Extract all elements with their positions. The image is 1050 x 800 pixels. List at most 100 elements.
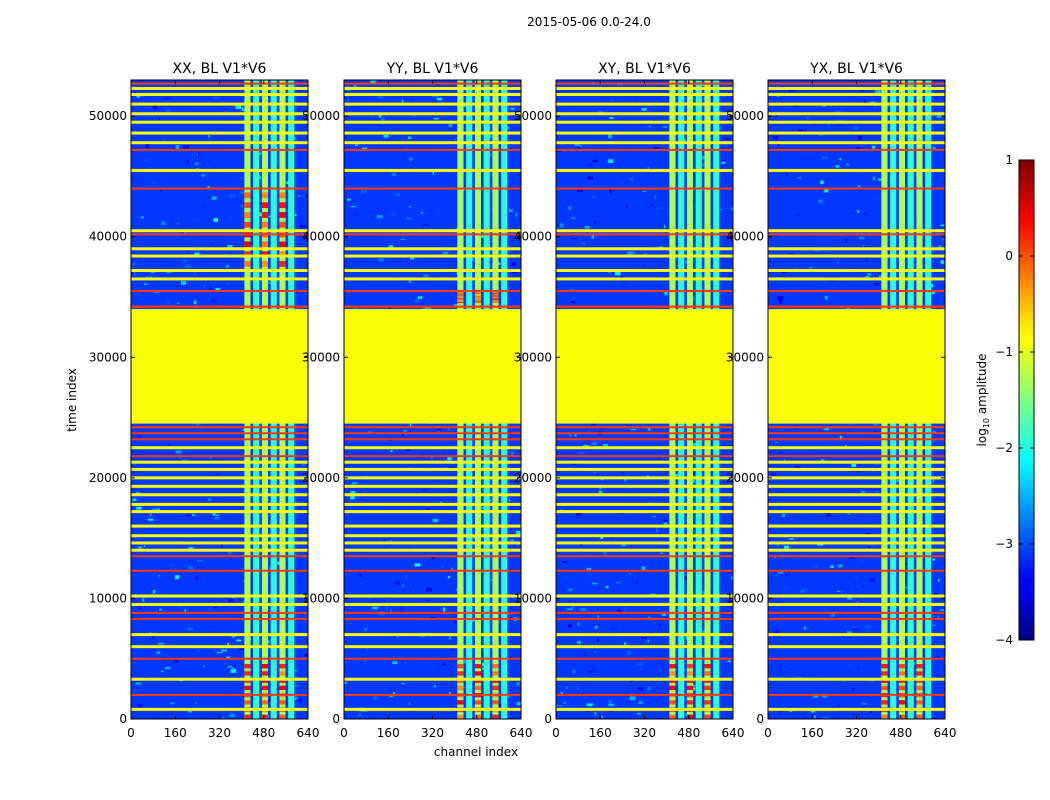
noise-speck <box>815 565 817 568</box>
noise-speck <box>610 142 615 146</box>
flag-row <box>768 541 945 545</box>
flag-row <box>768 102 945 106</box>
noise-speck <box>647 686 651 691</box>
noise-speck <box>602 714 609 716</box>
noise-speck <box>165 301 170 305</box>
noise-speck <box>941 237 945 241</box>
hot-patch <box>457 291 464 293</box>
noise-speck <box>276 483 281 485</box>
noise-speck <box>788 89 795 92</box>
noise-speck <box>936 556 942 559</box>
noise-speck <box>432 171 435 175</box>
noise-speck <box>180 297 185 301</box>
hot-patch <box>492 296 499 298</box>
noise-speck <box>513 249 519 252</box>
noise-speck <box>875 159 877 164</box>
flag-row-hot <box>556 693 733 696</box>
flag-row-hot <box>768 438 945 441</box>
heatmap-image <box>556 80 733 719</box>
noise-speck <box>208 134 210 138</box>
noise-speck <box>169 452 175 455</box>
flag-row <box>131 548 308 552</box>
flag-row <box>344 86 521 90</box>
noise-speck <box>516 682 520 686</box>
noise-speck <box>932 478 935 483</box>
noise-speck <box>448 691 451 696</box>
flag-row <box>556 677 733 681</box>
flag-row-hot <box>131 438 308 441</box>
noise-speck <box>629 696 636 701</box>
noise-speck <box>859 575 863 579</box>
flag-row <box>344 247 521 251</box>
y-tick-label: 40000 <box>726 230 764 244</box>
noise-speck <box>778 710 783 713</box>
noise-speck <box>452 495 454 500</box>
noise-speck <box>857 135 862 140</box>
noise-speck <box>664 519 668 523</box>
noise-speck <box>811 240 816 243</box>
x-tick-label: 320 <box>421 726 444 740</box>
flag-row <box>556 534 733 538</box>
noise-speck <box>700 156 706 160</box>
noise-speck <box>176 223 180 225</box>
noise-speck <box>826 105 831 107</box>
flag-row <box>344 548 521 552</box>
flag-row <box>131 247 308 251</box>
noise-speck <box>647 715 649 719</box>
noise-speck <box>395 581 401 585</box>
flag-row <box>556 168 733 172</box>
flag-row-hot <box>556 569 733 572</box>
noise-speck <box>863 212 868 215</box>
flag-row-hot <box>131 432 308 435</box>
noise-speck <box>236 218 242 222</box>
noise-speck <box>346 97 349 101</box>
noise-speck <box>404 146 409 149</box>
noise-speck <box>152 589 155 594</box>
noise-speck <box>608 159 614 164</box>
flag-row <box>131 707 308 711</box>
noise-speck <box>512 544 516 546</box>
noise-speck <box>301 194 305 197</box>
noise-speck <box>796 551 801 553</box>
noise-speck <box>813 715 816 719</box>
flag-row <box>131 467 308 471</box>
noise-speck <box>164 667 171 669</box>
hot-patch <box>261 202 269 209</box>
noise-speck <box>572 670 576 674</box>
flag-row <box>344 633 521 637</box>
noise-speck <box>661 613 666 616</box>
flag-row-hot <box>131 233 308 236</box>
noise-speck <box>151 182 157 184</box>
noise-speck <box>592 159 598 162</box>
x-tick-label: 160 <box>589 726 612 740</box>
hot-patch <box>492 294 499 296</box>
noise-speck <box>506 628 512 631</box>
noise-speck <box>268 467 271 469</box>
flag-row-hot <box>768 569 945 572</box>
noise-speck <box>478 506 484 510</box>
hot-patch <box>881 700 888 705</box>
x-tick-label: 320 <box>633 726 656 740</box>
flag-row <box>556 476 733 480</box>
noise-speck <box>473 681 475 685</box>
noise-speck <box>401 682 405 685</box>
colorbar-tick-label: −2 <box>995 441 1013 455</box>
noise-speck <box>857 470 860 473</box>
noise-speck <box>378 258 385 262</box>
noise-speck <box>618 513 624 515</box>
flag-row <box>344 541 521 545</box>
flag-row <box>344 229 521 233</box>
noise-speck <box>856 666 860 669</box>
noise-speck <box>454 138 456 141</box>
noise-speck <box>431 557 435 560</box>
noise-speck <box>401 584 405 588</box>
noise-speck <box>594 221 597 224</box>
noise-speck <box>364 627 367 631</box>
noise-speck <box>647 639 649 643</box>
noise-speck <box>453 620 457 624</box>
y-tick-label: 10000 <box>302 591 340 605</box>
flag-row-hot <box>344 657 521 660</box>
noise-speck <box>226 690 231 692</box>
flag-row <box>131 277 308 281</box>
